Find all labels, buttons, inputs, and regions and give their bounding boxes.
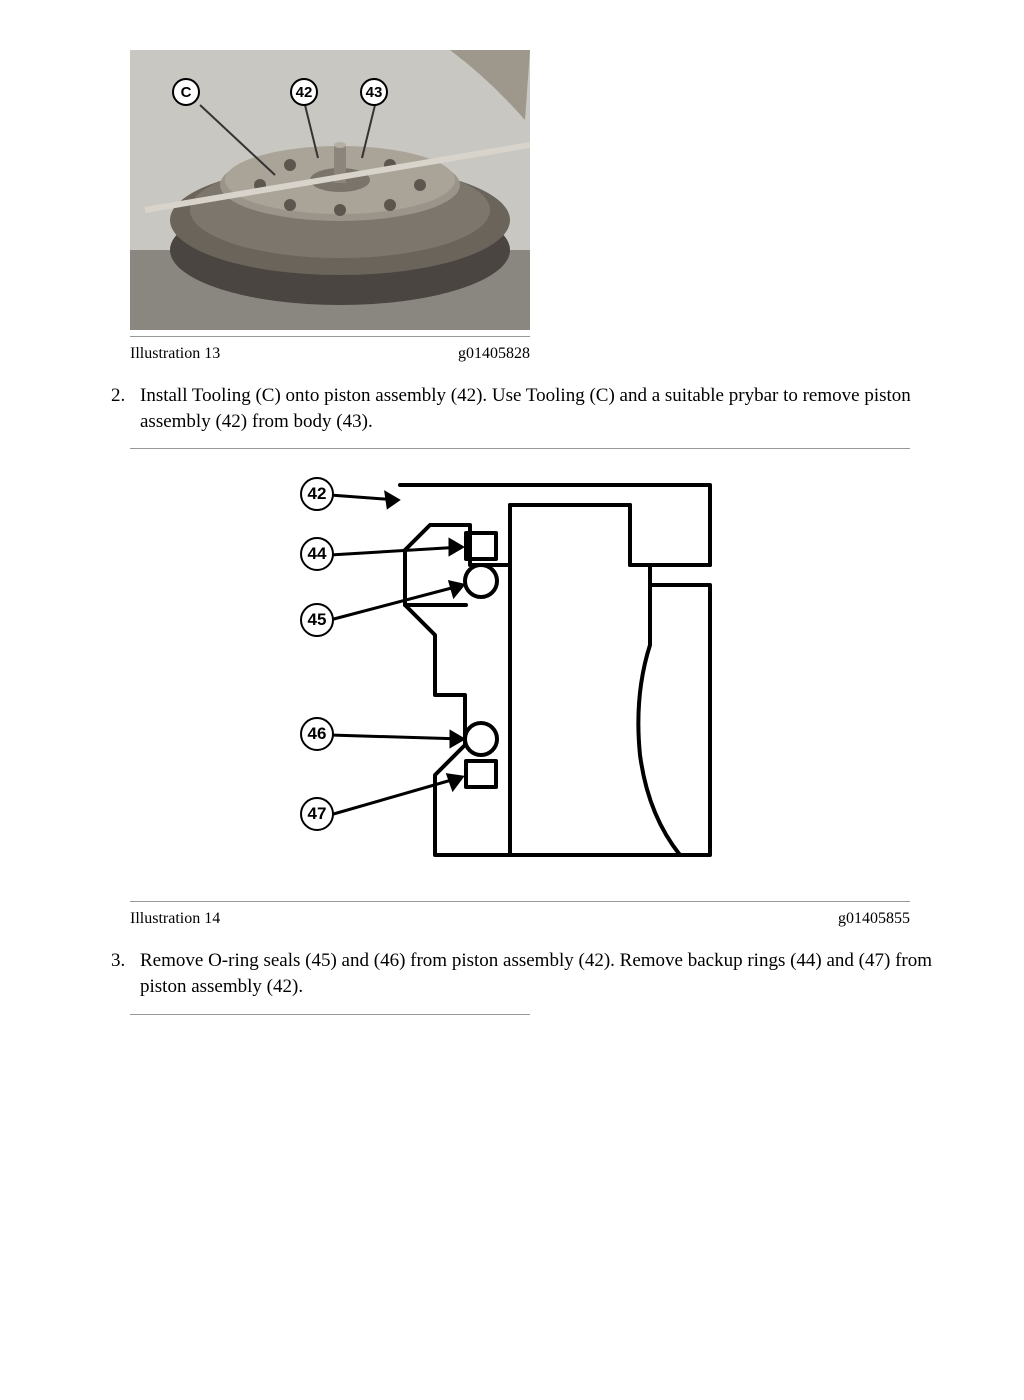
- illustration-label: Illustration 14: [130, 910, 220, 928]
- figure-14-caption: Illustration 14 g01405855: [130, 910, 910, 928]
- illustration-label: Illustration 13: [130, 345, 220, 363]
- callout-43: 43: [360, 78, 388, 106]
- figure-separator: [130, 336, 530, 337]
- illustration-14-image: 42 44 45 46 47: [210, 455, 750, 895]
- figure-separator-top: [130, 448, 910, 449]
- figure-separator: [130, 1014, 530, 1015]
- step-2-text: Install Tooling (C) onto piston assembly…: [140, 385, 911, 432]
- figure-13-caption: Illustration 13 g01405828: [130, 345, 530, 363]
- step-list: Install Tooling (C) onto piston assembly…: [70, 383, 954, 434]
- figure-14: 42 44 45 46 47 Illustration 14 g01405855: [130, 448, 910, 928]
- figure-13: C 42 43 Illustration 13 g01405828: [130, 50, 530, 363]
- callout-42: 42: [290, 78, 318, 106]
- illustration-code: g01405828: [458, 345, 530, 363]
- illustration-code: g01405855: [838, 910, 910, 928]
- step-list-3: Remove O-ring seals (45) and (46) from p…: [70, 948, 954, 999]
- step-3: Remove O-ring seals (45) and (46) from p…: [130, 948, 954, 999]
- next-figure-sep: [130, 1014, 530, 1015]
- illustration-13-image: C 42 43: [130, 50, 530, 330]
- callout-c: C: [172, 78, 200, 106]
- step-2: Install Tooling (C) onto piston assembly…: [130, 383, 954, 434]
- figure-separator-bottom: [130, 901, 910, 902]
- step-3-text: Remove O-ring seals (45) and (46) from p…: [140, 950, 932, 997]
